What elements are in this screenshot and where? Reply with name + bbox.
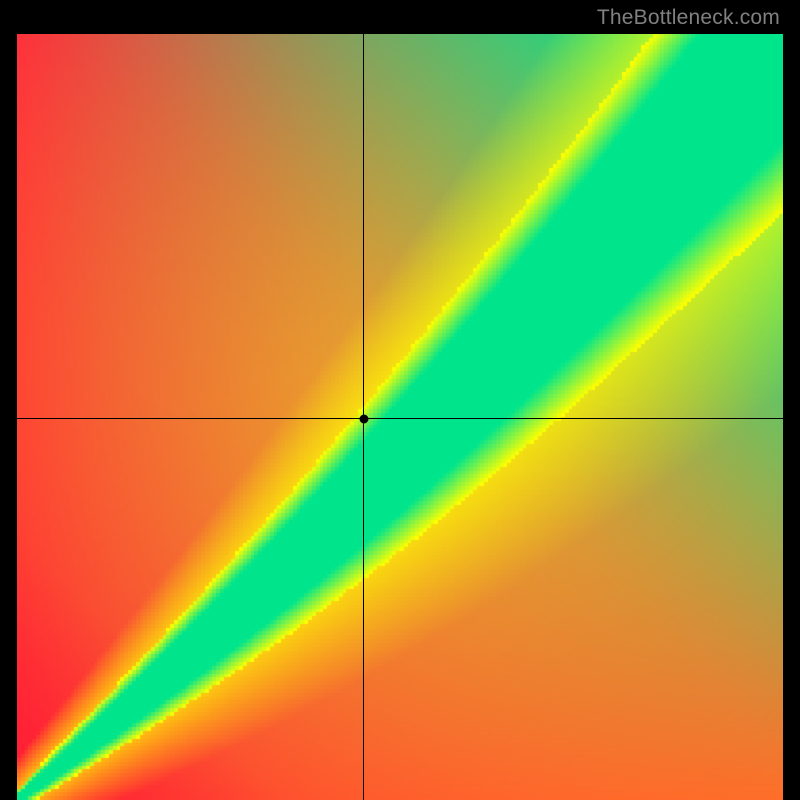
- crosshair-horizontal: [17, 418, 783, 419]
- chart-container: TheBottleneck.com: [0, 0, 800, 800]
- heatmap-canvas: [17, 34, 783, 800]
- plot-area: [17, 34, 783, 800]
- watermark-text: TheBottleneck.com: [597, 6, 780, 30]
- marker-dot: [359, 414, 368, 423]
